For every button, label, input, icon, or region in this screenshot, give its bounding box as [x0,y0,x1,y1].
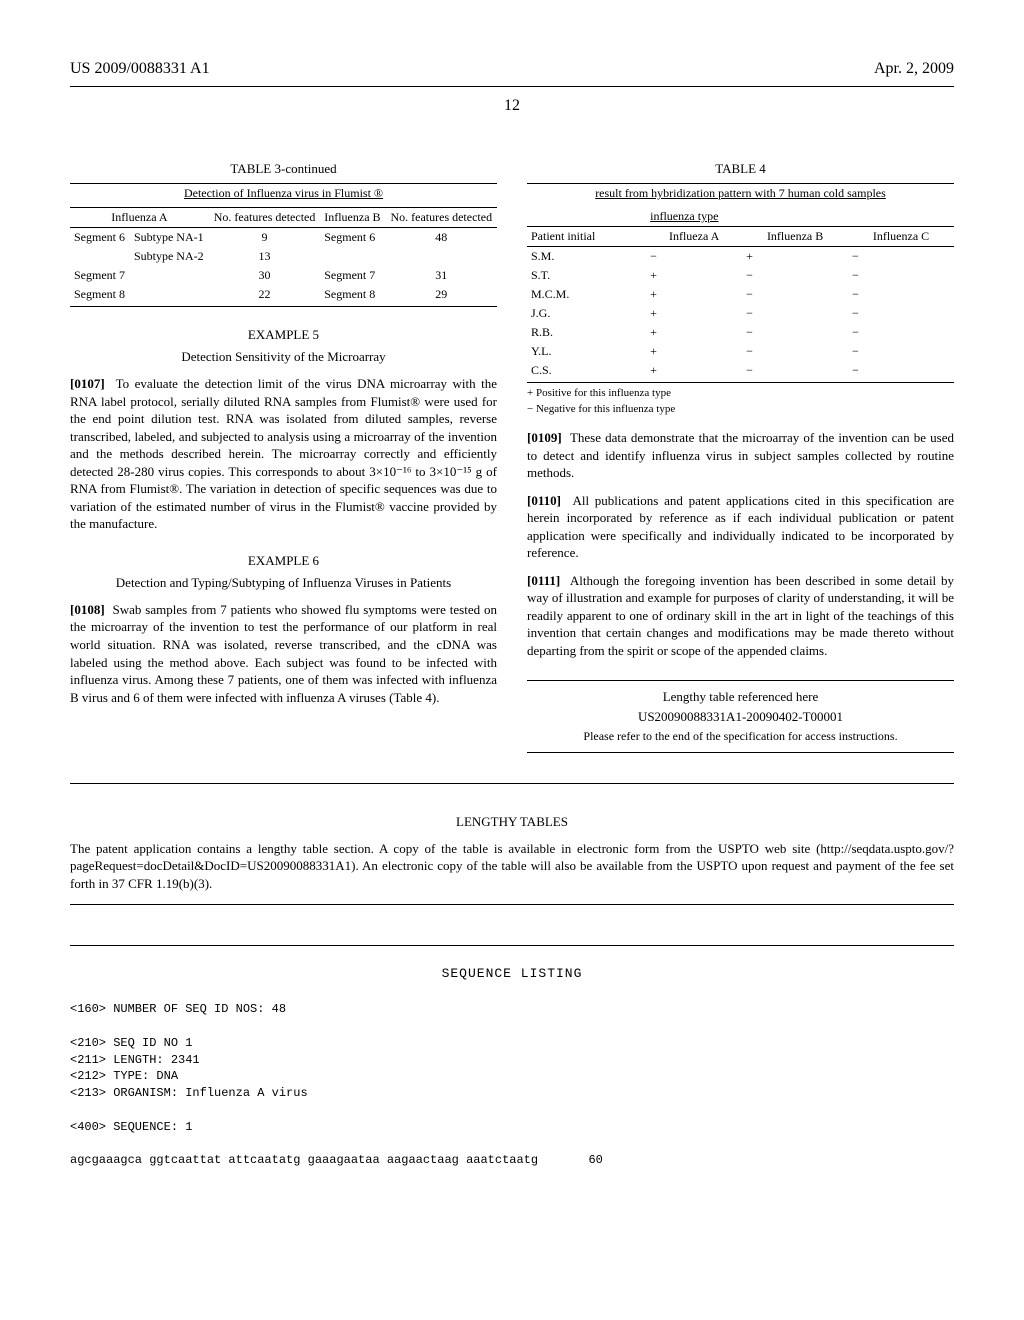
table4-body: S.M.−+− S.T.+−− M.C.M.+−− J.G.+−− R.B.+−… [527,247,954,383]
table-row: C.S.+−− [527,361,954,383]
table4-title: TABLE 4 [527,161,954,177]
table4-c0: Patient initial [527,227,646,247]
lengthy-box-line1: Lengthy table referenced here [527,689,954,705]
page-header: US 2009/0088331 A1 Apr. 2, 2009 [70,60,954,78]
doc-date: Apr. 2, 2009 [874,60,954,78]
table3-rule-top [70,183,497,184]
lengthy-para: The patent application contains a length… [70,840,954,893]
para-tag: [0108] [70,602,105,617]
lengthy-table-box: Lengthy table referenced here US20090088… [527,680,954,753]
example6-subtitle: Detection and Typing/Subtyping of Influe… [70,575,497,591]
table3-col-b: Influenza B [320,208,385,228]
table-row: M.C.M.+−− [527,285,954,304]
table4-c2: Influenza B [742,227,848,247]
para-tag: [0109] [527,430,562,445]
para-0108: [0108] Swab samples from 7 patients who … [70,601,497,706]
lengthy-tables-section: LENGTHY TABLES The patent application co… [70,783,954,906]
table3-body: Segment 6 Subtype NA-1 9 Segment 6 48 Su… [70,228,497,307]
lengthy-title: LENGTHY TABLES [70,814,954,830]
table4: influenza type Patient initial Influeza … [527,207,954,383]
para-tag: [0111] [527,573,560,588]
table4-subtitle: result from hybridization pattern with 7… [527,186,954,201]
para-text: Swab samples from 7 patients who showed … [70,602,497,705]
table-row: Segment 8 22 Segment 8 29 [70,285,497,307]
seq-listing-title: SEQUENCE LISTING [70,966,954,981]
table-row: S.M.−+− [527,247,954,267]
left-column: TABLE 3-continued Detection of Influenza… [70,155,497,753]
table3-title: TABLE 3-continued [70,161,497,177]
table-row: Segment 7 30 Segment 7 31 [70,266,497,285]
table-row: Segment 6 Subtype NA-1 9 Segment 6 48 [70,228,497,248]
table3-col-bfeat: No. features detected [386,208,497,228]
table3-col-afeat: No. features detected [209,208,320,228]
para-text: Although the foregoing invention has bee… [527,573,954,658]
table3-col-a: Influenza A [70,208,209,228]
para-tag: [0107] [70,376,105,391]
para-0110: [0110] All publications and patent appli… [527,492,954,562]
table4-rule-top [527,183,954,184]
table-row: Y.L.+−− [527,342,954,361]
example5-title: EXAMPLE 5 [70,327,497,343]
table4-c1: Influeza A [646,227,742,247]
sequence-listing-section: SEQUENCE LISTING <160> NUMBER OF SEQ ID … [70,945,954,1169]
para-0107: [0107] To evaluate the detection limit o… [70,375,497,533]
example6-title: EXAMPLE 6 [70,553,497,569]
table-row: J.G.+−− [527,304,954,323]
two-column-body: TABLE 3-continued Detection of Influenza… [70,155,954,753]
lengthy-rule-bottom [70,904,954,905]
para-0111: [0111] Although the foregoing invention … [527,572,954,660]
table3-subtitle: Detection of Influenza virus in Flumist … [70,186,497,201]
lengthy-rule-top [70,783,954,784]
lengthy-box-line3: Please refer to the end of the specifica… [527,729,954,744]
para-text: These data demonstrate that the microarr… [527,430,954,480]
table4-c3: Influenza C [848,227,954,247]
table4-footnote-pos: + Positive for this influenza type [527,387,954,399]
lengthy-box-line2: US20090088331A1-20090402-T00001 [527,709,954,725]
table-row: Subtype NA-2 13 [70,247,497,266]
para-0109: [0109] These data demonstrate that the m… [527,429,954,482]
para-text: To evaluate the detection limit of the v… [70,376,497,531]
doc-id: US 2009/0088331 A1 [70,60,210,78]
header-rule [70,86,954,87]
para-tag: [0110] [527,493,561,508]
table4-footnote-neg: − Negative for this influenza type [527,403,954,415]
table3: Influenza A No. features detected Influe… [70,207,497,307]
table-row: R.B.+−− [527,323,954,342]
table-row: S.T.+−− [527,266,954,285]
example5-subtitle: Detection Sensitivity of the Microarray [70,349,497,365]
seq-listing-body: <160> NUMBER OF SEQ ID NOS: 48 <210> SEQ… [70,1001,954,1169]
page-number: 12 [70,97,954,115]
table4-group-header: influenza type [646,207,954,227]
para-text: All publications and patent applications… [527,493,954,561]
right-column: TABLE 4 result from hybridization patter… [527,155,954,753]
